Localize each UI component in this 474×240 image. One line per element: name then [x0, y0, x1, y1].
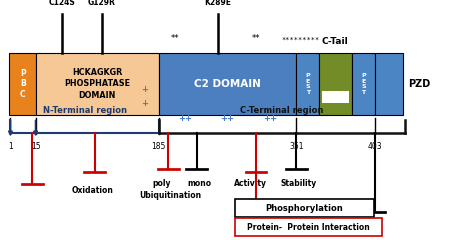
- Text: poly: poly: [152, 179, 171, 188]
- Text: ++: ++: [263, 114, 277, 123]
- Bar: [375, 53, 403, 115]
- Bar: [319, 53, 352, 115]
- Text: C124S: C124S: [48, 0, 75, 7]
- Text: ++: ++: [220, 114, 235, 123]
- Text: 403: 403: [368, 142, 382, 151]
- Text: P
E
S
T: P E S T: [305, 73, 310, 95]
- Bar: [159, 53, 296, 115]
- Text: Activity: Activity: [234, 179, 267, 188]
- Text: *********: *********: [282, 37, 320, 43]
- Text: Ubiquitination: Ubiquitination: [139, 191, 202, 200]
- Bar: [352, 53, 375, 115]
- Text: C2 DOMAIN: C2 DOMAIN: [194, 79, 261, 89]
- Text: ++: ++: [178, 114, 192, 123]
- Text: P
E
S
T: P E S T: [361, 73, 366, 95]
- Text: 1: 1: [8, 142, 13, 151]
- Bar: [322, 91, 349, 103]
- Text: P
B
C: P B C: [20, 69, 26, 99]
- Text: C-Tail: C-Tail: [321, 37, 348, 47]
- Text: Protein-  Protein Interaction: Protein- Protein Interaction: [247, 223, 369, 232]
- Text: mono: mono: [187, 179, 211, 188]
- Text: Stability: Stability: [281, 179, 317, 188]
- Text: C-Terminal region: C-Terminal region: [240, 106, 324, 115]
- Text: 15: 15: [31, 142, 40, 151]
- Text: 185: 185: [152, 142, 166, 151]
- Text: +: +: [141, 85, 148, 95]
- Text: G129R: G129R: [88, 0, 116, 7]
- Text: 351: 351: [289, 142, 303, 151]
- Bar: [235, 199, 374, 217]
- Text: Phosphorylation: Phosphorylation: [265, 204, 343, 213]
- Text: **: **: [171, 34, 180, 43]
- Bar: [9, 53, 36, 115]
- Text: Oxidation: Oxidation: [72, 186, 113, 195]
- Text: K289E: K289E: [205, 0, 231, 7]
- Text: **: **: [252, 34, 260, 43]
- Text: +: +: [141, 99, 148, 108]
- Bar: [235, 218, 382, 236]
- Bar: [36, 53, 159, 115]
- Text: PZD: PZD: [408, 79, 430, 89]
- Text: N-Terminal region: N-Terminal region: [43, 106, 127, 115]
- Text: HCKAGKGR
PHOSPHATASE
DOMAIN: HCKAGKGR PHOSPHATASE DOMAIN: [64, 68, 130, 100]
- Bar: [296, 53, 319, 115]
